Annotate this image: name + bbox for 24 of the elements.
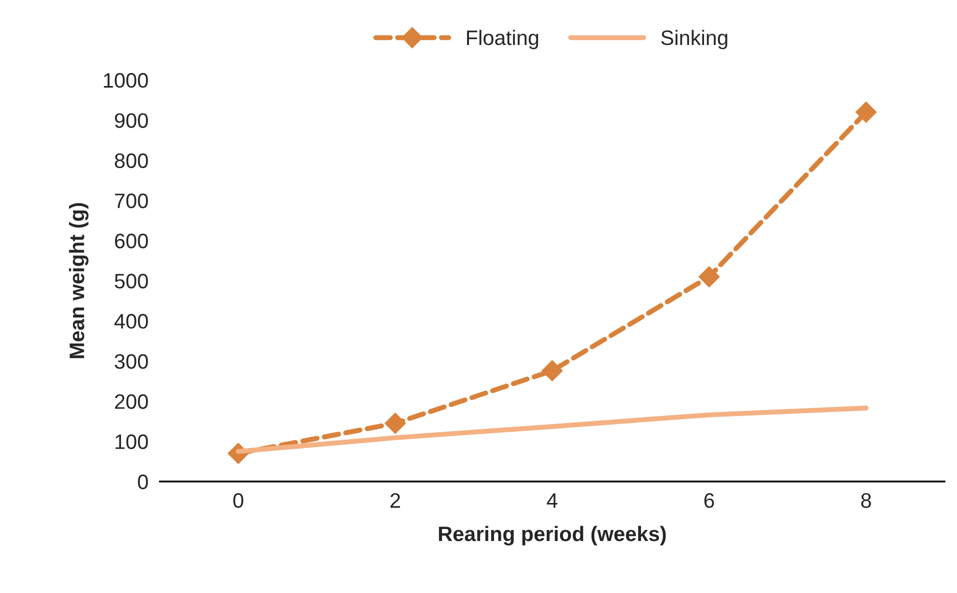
y-tick-label: 100 [116,434,148,450]
legend-label: Sinking [661,30,728,50]
y-tick-label: 900 [114,113,148,128]
point [698,266,720,288]
x-tick-label: 2 [390,493,400,508]
y-axis-title: Mean weight (g) [68,203,88,358]
x-axis-title: Rearing period (weeks) [438,526,666,546]
y-tick-label: 1000 [104,73,148,88]
y-tick-label: 600 [115,234,148,248]
x-tick-label: 4 [546,493,558,508]
x-tick-label: 8 [861,493,871,508]
x-tick-label: 6 [704,493,714,508]
point [384,412,406,434]
y-tick-label: 700 [115,193,148,208]
point [542,360,563,382]
y-tick-label: 200 [115,394,148,409]
y-tick-label: 500 [114,274,148,289]
x-tick-label: 0 [233,493,244,508]
y-tick-label: 800 [114,153,148,168]
legend-label: Floating [467,30,538,50]
y-tick-label: 0 [138,474,148,490]
y-tick-label: 400 [114,314,148,329]
y-tick-label: 300 [114,354,148,369]
point [856,102,877,123]
